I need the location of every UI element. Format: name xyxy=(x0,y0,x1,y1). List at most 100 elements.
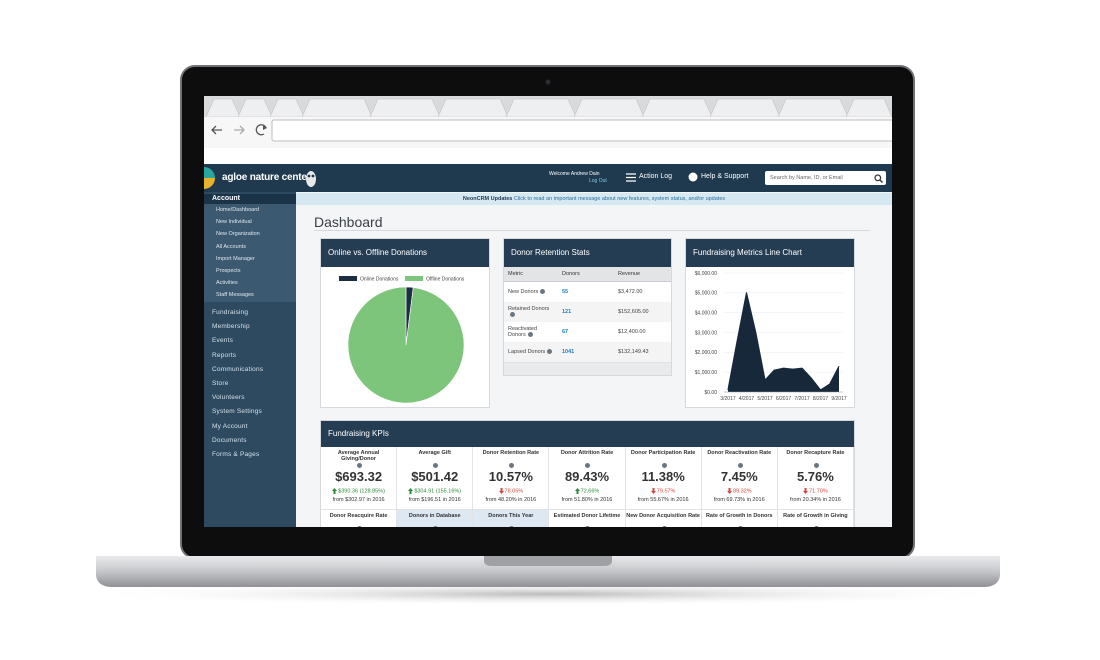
kpi-change-text: 72.66% xyxy=(580,488,600,495)
sidebar-subitem[interactable]: New Individual xyxy=(216,219,252,226)
help-support[interactable]: Help & Support xyxy=(701,173,749,180)
kpi-value: 10.57% xyxy=(488,469,533,484)
sidebar-section[interactable]: Account xyxy=(204,194,296,204)
kpi-card: Rate of Growth in Donors xyxy=(701,509,778,527)
logout-link[interactable]: Log Out xyxy=(589,178,607,184)
sidebar-item[interactable]: Store xyxy=(212,380,229,387)
app-header: agloe nature center Welcome Andrew Dain … xyxy=(204,164,892,192)
tab xyxy=(777,98,849,118)
revenue-cell: $3,472.00 xyxy=(618,282,668,302)
kpi-label: Donor Reactivation Rate xyxy=(702,450,777,456)
line-widget: Fundraising Metrics Line Chart $0.00 $1,0… xyxy=(685,238,855,408)
notice-message: Click to read an important message about… xyxy=(513,196,726,202)
kpi-change-text: $390.36 (128.85%) xyxy=(338,488,385,495)
search-icon[interactable] xyxy=(874,174,883,183)
sidebar-item[interactable]: System Settings xyxy=(212,408,262,416)
kpi-value: $501.42 xyxy=(411,469,459,484)
kpi-change-text: 79.57% xyxy=(656,488,676,495)
sidebar-item[interactable]: Events xyxy=(212,337,234,345)
arrow xyxy=(574,488,580,494)
action-log[interactable]: Action Log xyxy=(639,173,673,180)
help-icon xyxy=(527,332,533,338)
tab xyxy=(301,98,373,118)
kpi-change: 78.05% xyxy=(473,488,548,494)
help-icon xyxy=(585,526,591,527)
sidebar-subitem[interactable]: Prospects xyxy=(216,268,241,274)
kpi-card: Donors in Database xyxy=(397,509,474,527)
forward-button[interactable] xyxy=(234,125,245,135)
kpi-help xyxy=(549,457,624,475)
sidebar-item[interactable]: Fundraising xyxy=(212,309,249,316)
kpi-label: Donor Participation Rate xyxy=(626,450,701,456)
kpi-card: Average Annual Giving/Donor $693.32 $390.3… xyxy=(321,447,398,509)
help-icon xyxy=(737,463,743,469)
kpi-change-text: 89.32% xyxy=(732,488,752,495)
sidebar-subitem[interactable]: Staff Messages xyxy=(216,292,254,299)
address-bar[interactable] xyxy=(271,119,892,142)
kpi-help xyxy=(626,457,701,475)
donors-cell: 55 xyxy=(562,282,612,302)
sidebar-item[interactable]: Volunteers xyxy=(212,394,245,402)
sidebar-subitem[interactable]: All Accounts xyxy=(216,243,246,250)
kpi-from: from 20.34% in 2016 xyxy=(790,497,841,503)
org-name[interactable]: agloe nature center xyxy=(222,172,311,183)
search-box[interactable]: Search by Name, ID, or Email xyxy=(765,171,886,185)
line-chart: $0.00 $1,000.00 $2,000.00 $3,000.00 $4,000.0… xyxy=(695,271,847,402)
sidebar-subitem[interactable]: New Organization xyxy=(216,231,260,238)
arrow-down xyxy=(803,488,809,494)
y-tick-label: $0.00 xyxy=(704,390,717,396)
sidebar-item[interactable]: Documents xyxy=(212,436,247,444)
y-tick-label: $6,000.00 xyxy=(695,271,717,277)
sidebar-subitem[interactable]: Import Manager xyxy=(216,255,255,262)
metric-cell: Lapsed Donors xyxy=(508,342,554,362)
kpi-label: Donor Reacquire Rate xyxy=(329,513,388,519)
sidebar-item[interactable]: Membership xyxy=(212,323,250,331)
column-header: Metric xyxy=(508,271,523,277)
browser-chrome xyxy=(204,96,892,148)
sidebar-subitem[interactable]: Activities xyxy=(216,280,238,287)
reload-button[interactable] xyxy=(255,124,267,136)
table-header: Metric Donors Revenue xyxy=(504,267,671,282)
sidebar-item[interactable]: My Account xyxy=(212,422,248,430)
area xyxy=(728,292,839,392)
pie-widget: Online vs. Offline Donations Online Dona… xyxy=(320,238,490,408)
kpi-card: Donor Recapture Rate 5.76% 71.70% from 20.3… xyxy=(778,447,854,509)
notice-bar[interactable]: NeonCRM Updates Click to read an importa… xyxy=(296,193,892,205)
cell-text: $152,605.00 xyxy=(618,308,649,315)
kpi-card: Donor Retention Rate 10.57% 78.05% from 48.… xyxy=(473,447,550,509)
cell-text: Reactivated Donors xyxy=(508,325,538,339)
kpi-card: Estimated Donor Lifetime xyxy=(549,509,626,527)
cell-text[interactable]: 1041 xyxy=(562,348,575,355)
kpi-change-text: 78.05% xyxy=(504,488,524,495)
cell-text: $3,472.00 xyxy=(618,288,643,295)
help-icon xyxy=(357,526,363,527)
tab xyxy=(845,98,892,118)
search-placeholder: Search by Name, ID, or Email xyxy=(770,175,843,181)
cell-text[interactable]: 67 xyxy=(562,328,569,335)
cell-text: New Donors xyxy=(508,289,546,296)
help-icon xyxy=(813,463,819,469)
cell-text: $12,400.00 xyxy=(618,328,646,335)
kpi-help xyxy=(702,520,777,527)
cell-text[interactable]: 55 xyxy=(562,288,569,295)
legend-swatch xyxy=(405,276,423,281)
back-button[interactable] xyxy=(211,125,222,135)
kpi-label-text: Average Gift xyxy=(418,450,451,456)
kpi-change: 89.32% xyxy=(702,488,777,494)
help-icon xyxy=(585,463,591,469)
sidebar-subitem[interactable]: Home/Dashboard xyxy=(216,207,260,213)
sidebar-item[interactable]: Forms & Pages xyxy=(212,451,260,458)
notch xyxy=(484,556,612,566)
kpi-change: $304.91 (155.16%) xyxy=(397,488,472,494)
cell-text[interactable]: 121 xyxy=(562,308,572,315)
kpi-card: Donors This Year xyxy=(473,509,550,527)
table-row: Reactivated Donors 67 $12,400.00 xyxy=(504,322,671,343)
sidebar-item[interactable]: Communications xyxy=(212,365,264,373)
revenue-cell: $12,400.00 xyxy=(618,322,668,342)
y-tick-label: $1,000.00 xyxy=(695,370,717,376)
kpi-from: from $196.51 in 2016 xyxy=(408,497,461,503)
help-icon xyxy=(661,463,667,469)
title-rule xyxy=(314,230,870,231)
help-icon xyxy=(509,463,515,469)
sidebar-item[interactable]: Reports xyxy=(212,351,237,359)
